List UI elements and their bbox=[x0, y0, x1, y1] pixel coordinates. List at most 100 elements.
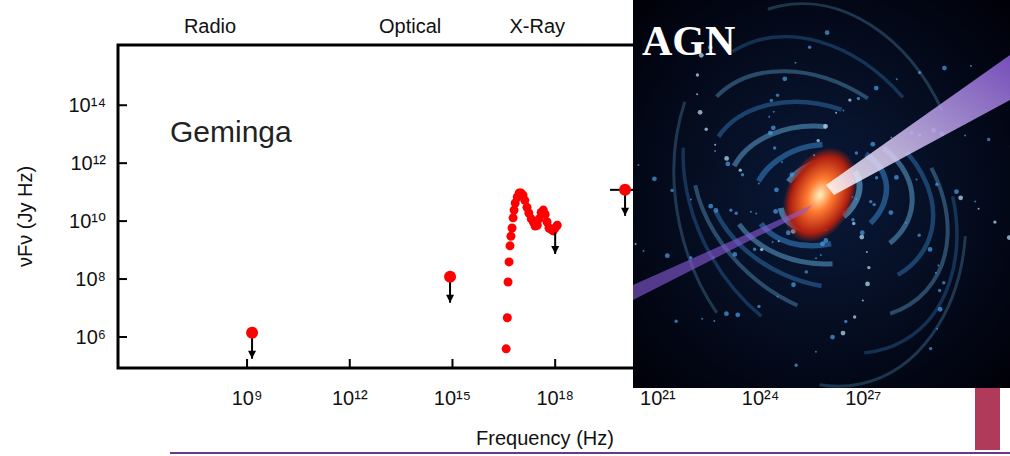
star-cluster bbox=[855, 151, 858, 154]
star-cluster bbox=[773, 111, 775, 113]
y-tick-label: 10⁸ bbox=[75, 268, 106, 290]
counter-jet bbox=[633, 205, 812, 300]
star-cluster bbox=[735, 312, 740, 317]
star-cluster bbox=[929, 347, 932, 350]
star-cluster bbox=[825, 30, 830, 35]
data-point bbox=[502, 344, 511, 353]
upper-limit-head bbox=[248, 351, 256, 359]
star-cluster bbox=[776, 94, 779, 97]
star-cluster bbox=[841, 331, 846, 336]
star-cluster bbox=[867, 266, 870, 269]
star-cluster bbox=[739, 168, 742, 171]
star-cluster bbox=[865, 282, 870, 287]
star-cluster bbox=[732, 252, 737, 257]
star-cluster bbox=[773, 146, 776, 149]
star-cluster bbox=[855, 198, 857, 200]
star-cluster bbox=[942, 66, 947, 71]
star-cluster bbox=[713, 320, 715, 322]
star-cluster bbox=[795, 62, 797, 64]
star-cluster bbox=[958, 195, 963, 200]
star-cluster bbox=[918, 71, 921, 74]
star-cluster bbox=[890, 136, 892, 138]
galaxy-core bbox=[768, 135, 872, 254]
spiral-arm bbox=[677, 67, 963, 322]
star-cluster bbox=[888, 210, 893, 215]
y-tick-label: 10¹⁴ bbox=[69, 94, 107, 116]
star-cluster bbox=[690, 199, 692, 201]
star-cluster bbox=[954, 189, 959, 194]
star-cluster bbox=[741, 173, 744, 176]
star-cluster bbox=[928, 247, 933, 252]
star-cluster bbox=[635, 243, 637, 245]
agn-image bbox=[633, 0, 1010, 388]
star-cluster bbox=[823, 124, 828, 129]
star-cluster bbox=[875, 176, 878, 179]
star-cluster bbox=[859, 235, 864, 240]
star-cluster bbox=[758, 182, 760, 184]
star-cluster bbox=[760, 248, 763, 251]
y-axis-title: νFν (Jy Hz) bbox=[14, 166, 36, 267]
star-cluster bbox=[964, 134, 966, 136]
data-point bbox=[444, 271, 456, 283]
upper-limit-head bbox=[446, 295, 454, 303]
star-cluster bbox=[770, 99, 773, 102]
spiral-arm bbox=[633, 0, 1010, 388]
star-cluster bbox=[974, 200, 976, 202]
star-cluster bbox=[842, 109, 844, 111]
star-cluster bbox=[696, 73, 699, 76]
star-cluster bbox=[652, 176, 657, 181]
chart: RadioOpticalX-Ray10⁹10¹²10¹⁵10¹⁸10²¹10²⁴… bbox=[0, 0, 1010, 456]
star-cluster bbox=[916, 179, 918, 181]
star-cluster bbox=[869, 200, 872, 203]
inset-label: AGN bbox=[642, 18, 735, 64]
x-tick-label: 10²⁷ bbox=[845, 387, 881, 409]
data-point bbox=[619, 184, 631, 196]
star-cluster bbox=[771, 125, 776, 130]
data-point bbox=[505, 257, 514, 266]
star-cluster bbox=[755, 213, 757, 215]
star-cluster bbox=[935, 272, 937, 274]
decor-line bbox=[170, 452, 1010, 454]
upper-limit-head bbox=[621, 208, 629, 216]
image-background bbox=[633, 0, 1010, 388]
star-cluster bbox=[777, 295, 779, 297]
star-cluster bbox=[874, 86, 879, 91]
star-cluster bbox=[805, 270, 808, 273]
star-cluster bbox=[870, 142, 875, 147]
star-cluster bbox=[696, 93, 698, 95]
star-cluster bbox=[938, 289, 941, 292]
star-cluster bbox=[768, 130, 773, 135]
star-cluster bbox=[917, 234, 920, 237]
star-cluster bbox=[674, 320, 677, 323]
star-cluster bbox=[757, 305, 760, 308]
band-label: Radio bbox=[184, 15, 236, 37]
star-cluster bbox=[844, 320, 847, 323]
data-point bbox=[506, 241, 515, 250]
star-cluster bbox=[725, 162, 730, 167]
x-tick-label: 10¹² bbox=[332, 387, 368, 409]
data-point bbox=[509, 213, 518, 222]
star-cluster bbox=[643, 250, 645, 252]
x-tick-label: 10¹⁵ bbox=[434, 387, 471, 409]
star-cluster bbox=[773, 209, 778, 214]
band-label: X-Ray bbox=[509, 15, 565, 37]
star-cluster bbox=[753, 248, 756, 251]
star-cluster bbox=[937, 264, 939, 266]
spiral-arm bbox=[639, 0, 1000, 388]
star-cluster bbox=[774, 187, 779, 192]
star-cluster bbox=[698, 110, 703, 115]
star-cluster bbox=[857, 97, 860, 100]
star-cluster bbox=[853, 315, 856, 318]
star-cluster bbox=[735, 212, 738, 215]
star-cluster bbox=[714, 208, 719, 213]
star-cluster bbox=[848, 98, 851, 101]
x-tick-label: 10¹⁸ bbox=[537, 387, 574, 409]
star-cluster bbox=[820, 254, 822, 256]
star-cluster bbox=[896, 78, 898, 80]
star-cluster bbox=[708, 204, 713, 209]
star-cluster bbox=[714, 144, 716, 146]
star-cluster bbox=[782, 76, 787, 81]
star-cluster bbox=[970, 65, 972, 67]
star-cluster bbox=[750, 211, 752, 213]
star-cluster bbox=[987, 138, 990, 141]
